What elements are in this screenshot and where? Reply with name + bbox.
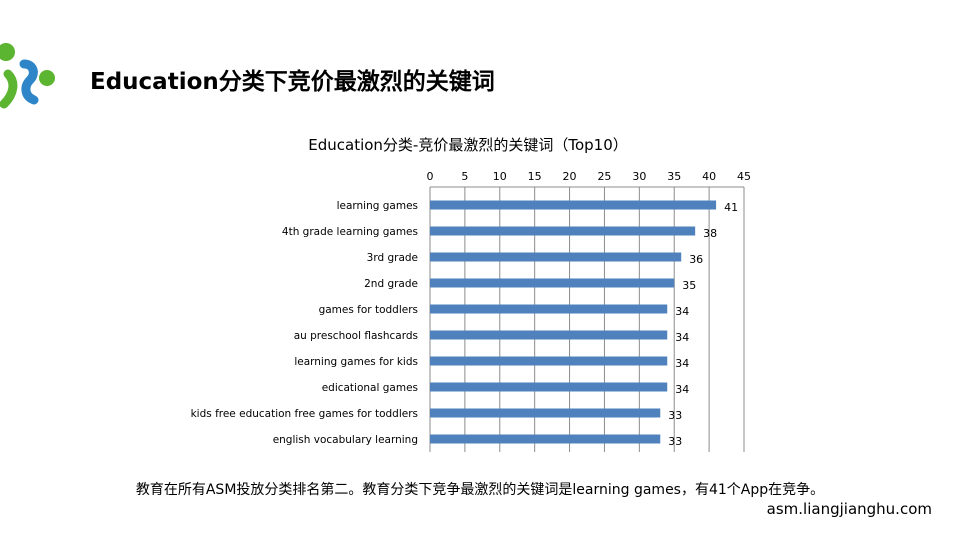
category-label: 2nd grade: [364, 278, 418, 290]
website-link[interactable]: asm.liangjianghu.com: [766, 500, 932, 518]
x-tick-label: 30: [632, 170, 646, 183]
bar: [430, 278, 675, 288]
x-tick-label: 10: [493, 170, 507, 183]
data-label: 34: [675, 331, 689, 344]
bar: [430, 200, 717, 210]
data-label: 41: [724, 201, 738, 214]
data-label: 34: [675, 383, 689, 396]
category-label: au preschool flashcards: [294, 330, 418, 342]
logo-stroke-green: [0, 69, 18, 109]
x-tick-label: 25: [597, 170, 611, 183]
x-tick-label: 35: [667, 170, 681, 183]
data-label: 34: [675, 357, 689, 370]
bar: [430, 226, 696, 236]
category-label: learning games for kids: [294, 356, 418, 368]
category-label: english vocabulary learning: [273, 434, 418, 446]
data-label: 34: [675, 305, 689, 318]
brand-logo: [0, 43, 55, 109]
chart-title: Education分类-竞价最激烈的关键词（Top10）: [308, 136, 628, 154]
category-label: games for toddlers: [319, 304, 418, 316]
bar: [430, 356, 668, 366]
bar: [430, 382, 668, 392]
bar: [430, 252, 682, 262]
logo-dot-green-mid: [39, 70, 55, 86]
data-label: 33: [668, 409, 682, 422]
bar: [430, 408, 661, 418]
data-label: 33: [668, 435, 682, 448]
data-label: 35: [682, 279, 696, 292]
x-tick-label: 5: [461, 170, 468, 183]
x-tick-label: 45: [737, 170, 751, 183]
logo-stroke-blue: [19, 59, 39, 105]
logo-dot-green-top: [0, 43, 15, 61]
category-label: kids free education free games for toddl…: [191, 408, 418, 420]
bar: [430, 330, 668, 340]
x-tick-label: 20: [563, 170, 577, 183]
data-label: 38: [703, 227, 717, 240]
slide-title: Education分类下竞价最激烈的关键词: [90, 69, 495, 95]
category-label: learning games: [337, 200, 418, 212]
category-label: 4th grade learning games: [282, 226, 418, 238]
x-axis-ticks: 0 5 10 15 20 25 30 35 40 45: [427, 170, 752, 183]
category-label: edicational games: [322, 382, 418, 394]
bar: [430, 434, 661, 444]
bar: [430, 304, 668, 314]
category-label: 3rd grade: [367, 252, 418, 264]
summary-text: 教育在所有ASM投放分类排名第二。教育分类下竞争最激烈的关键词是learning…: [135, 482, 825, 498]
data-label: 36: [689, 253, 703, 266]
category-labels: learning games 4th grade learning games 3r…: [191, 200, 418, 446]
x-tick-label: 0: [427, 170, 434, 183]
x-tick-label: 40: [702, 170, 716, 183]
x-tick-label: 15: [528, 170, 542, 183]
chart-bars: [430, 200, 717, 444]
